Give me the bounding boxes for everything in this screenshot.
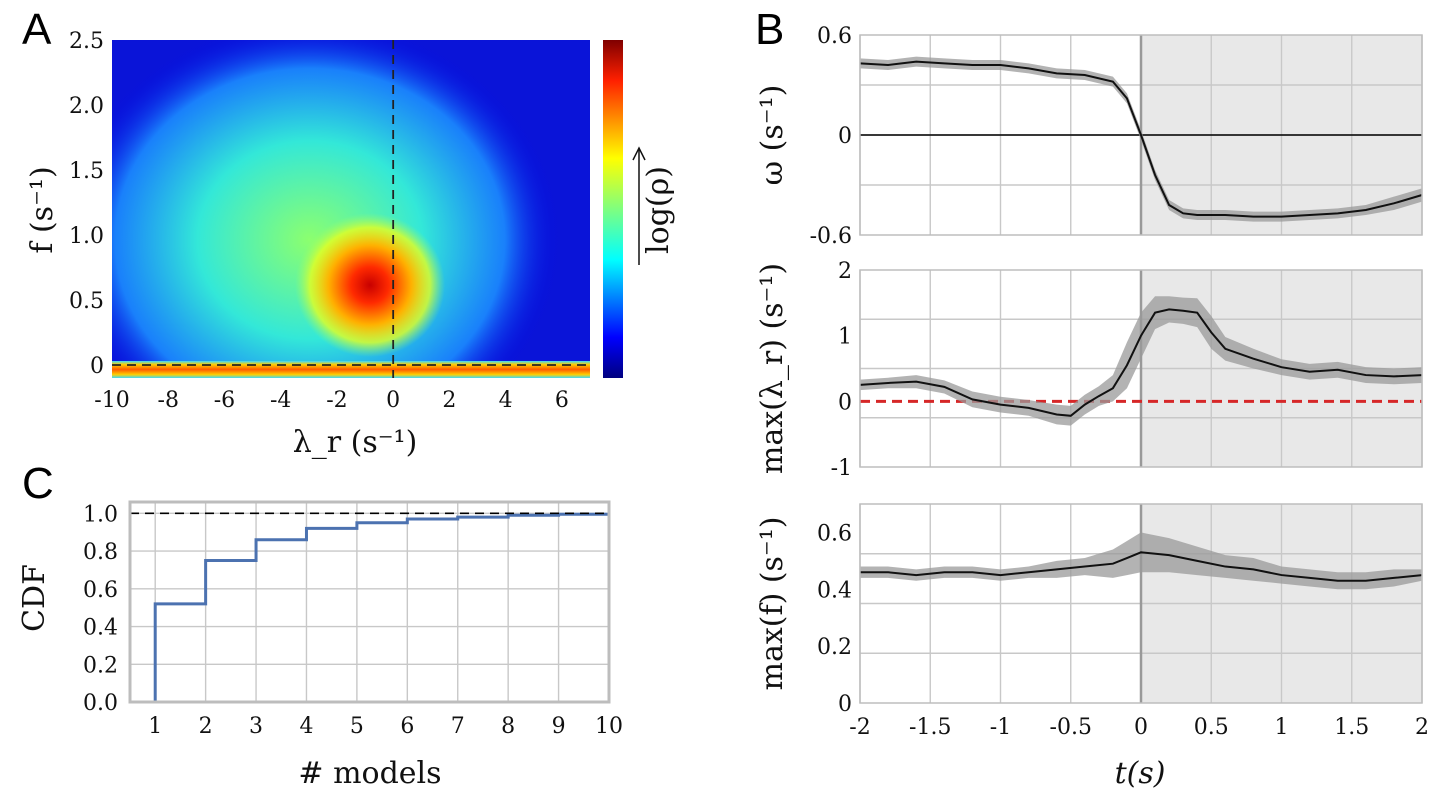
cdf-xlabel: # models [298, 756, 441, 791]
time-xtick-label: -0.5 [1050, 715, 1092, 740]
heatmap-xtick-label: -2 [326, 388, 347, 413]
cdf-frame [128, 500, 611, 704]
cdf-xtick-label: 3 [249, 714, 263, 739]
cdf-xtick-label: 2 [199, 714, 213, 739]
heatmap-ytick-label: 1.0 [69, 224, 104, 249]
time-xtick-label: -1.5 [909, 715, 951, 740]
cdf-background [130, 502, 609, 702]
series-confidence-band [860, 296, 1422, 426]
cdf-xtick-label: 4 [299, 714, 313, 739]
cdf-xtick-label: 10 [595, 714, 623, 739]
panel-letter-c: C [22, 459, 54, 508]
cdf-xtick-label: 9 [552, 714, 566, 739]
ylabel-omega: ω (s⁻¹) [755, 85, 790, 186]
ylabel-max-f: max(f) (s⁻¹) [755, 517, 790, 691]
panel-letter-b: B [755, 5, 784, 54]
heatmap-xtick-label: 6 [555, 388, 569, 413]
time-xtick-label: -1 [990, 715, 1011, 740]
cdf-xtick-label: 8 [501, 714, 515, 739]
ytick-label: 0 [838, 124, 852, 149]
series-line [859, 308, 1423, 417]
cdf-xtick-label: 7 [451, 714, 465, 739]
colorbar-label: log(ρ) [641, 166, 676, 254]
series-line [860, 551, 1423, 582]
colorbar-arrow-head [632, 146, 646, 161]
heatmap-panel: -10 -8 -6 -4 -2 0 2 4 6 0 0.5 1.0 1.5 2.0 2.5 λ_r (s⁻¹… [25, 29, 676, 460]
subplot-frame [859, 503, 1423, 704]
time-xtick-label: 0.5 [1194, 715, 1229, 740]
ytick-label: -1 [831, 456, 852, 481]
colorbar [603, 40, 623, 378]
ylabel-max-lambda: max(λ_r) (s⁻¹) [755, 263, 790, 474]
ytick-label: 0 [838, 692, 852, 717]
heatmap-xtick-label: 0 [386, 388, 400, 413]
subplot-omega: 0.6 0 -0.6 ω (s⁻¹) [755, 24, 1423, 249]
ytick-label: 0.6 [817, 521, 852, 546]
density-outer [112, 40, 560, 378]
ytick-label: 0.4 [817, 578, 852, 603]
cdf-step-line [153, 512, 611, 702]
cdf-ytick-label: 0.8 [83, 540, 118, 565]
cdf-ytick-label: 0.2 [83, 653, 118, 678]
time-xtick-label: 0 [1134, 715, 1148, 740]
panel-letter-a: A [22, 5, 52, 54]
cdf-ytick-label: 0.4 [83, 616, 118, 641]
heatmap-xtick-label: -4 [270, 388, 291, 413]
heatmap-ytick-label: 1.5 [69, 159, 104, 184]
cdf-xtick-label: 1 [148, 714, 162, 739]
ytick-label: 0.6 [817, 24, 852, 49]
time-xlabel: t(s) [1115, 756, 1166, 791]
subplot-max-f: 0.6 0.4 0.2 0 max(f) (s⁻¹) [755, 503, 1423, 717]
heatmap-ytick-label: 0.5 [69, 289, 104, 314]
heatmap-xtick-label: 2 [442, 388, 456, 413]
cdf-panel: 1 2 3 4 5 6 7 8 9 10 0.0 0.2 0.4 0.6 0.8 1.0 [83, 500, 623, 739]
heatmap-ytick-label: 2.5 [69, 29, 104, 54]
heatmap-xtick-label: -8 [158, 388, 179, 413]
time-xtick-label: 2 [1415, 715, 1429, 740]
ytick-label: 1 [838, 325, 852, 350]
cdf-ytick-label: 0.0 [83, 691, 118, 716]
heatmap-ylabel: f (s⁻¹) [25, 166, 60, 253]
heatmap-xtick-label: 4 [499, 388, 513, 413]
time-xtick-label: 1 [1275, 715, 1289, 740]
density-peak [295, 213, 445, 357]
time-xtick-label: -2 [849, 715, 870, 740]
heatmap-ytick-label: 0 [90, 354, 104, 379]
subplot-frame [859, 269, 1423, 468]
series-line [859, 60, 1423, 218]
density-band-f0 [112, 361, 590, 378]
cdf-ylabel: CDF [17, 564, 52, 632]
cdf-xtick-label: 5 [350, 714, 364, 739]
cdf-xtick-label: 6 [400, 714, 414, 739]
heatmap-ytick-label: 2.0 [69, 94, 104, 119]
heatmap-xtick-label: -10 [94, 388, 129, 413]
ytick-label: 0.2 [817, 635, 852, 660]
heatmap-xtick-label: -6 [214, 388, 235, 413]
cdf-ytick-label: 1.0 [83, 502, 118, 527]
time-xtick-label: 1.5 [1334, 715, 1369, 740]
subplot-max-lambda: 2 1 0 -1 max(λ_r) (s⁻¹) [755, 259, 1423, 481]
cdf-ytick-label: 0.6 [83, 578, 118, 603]
subplot-frame [859, 34, 1423, 236]
heatmap-xlabel: λ_r (s⁻¹) [293, 425, 418, 460]
series-confidence-band [860, 56, 1422, 222]
ytick-label: -0.6 [810, 224, 852, 249]
ytick-label: 0 [838, 390, 852, 415]
time-series-panels: 0.6 0 -0.6 ω (s⁻¹) 2 1 0 -1 max(λ_r) (s⁻¹) 0.6 0.4… [755, 24, 1429, 740]
ytick-label: 2 [838, 259, 852, 284]
